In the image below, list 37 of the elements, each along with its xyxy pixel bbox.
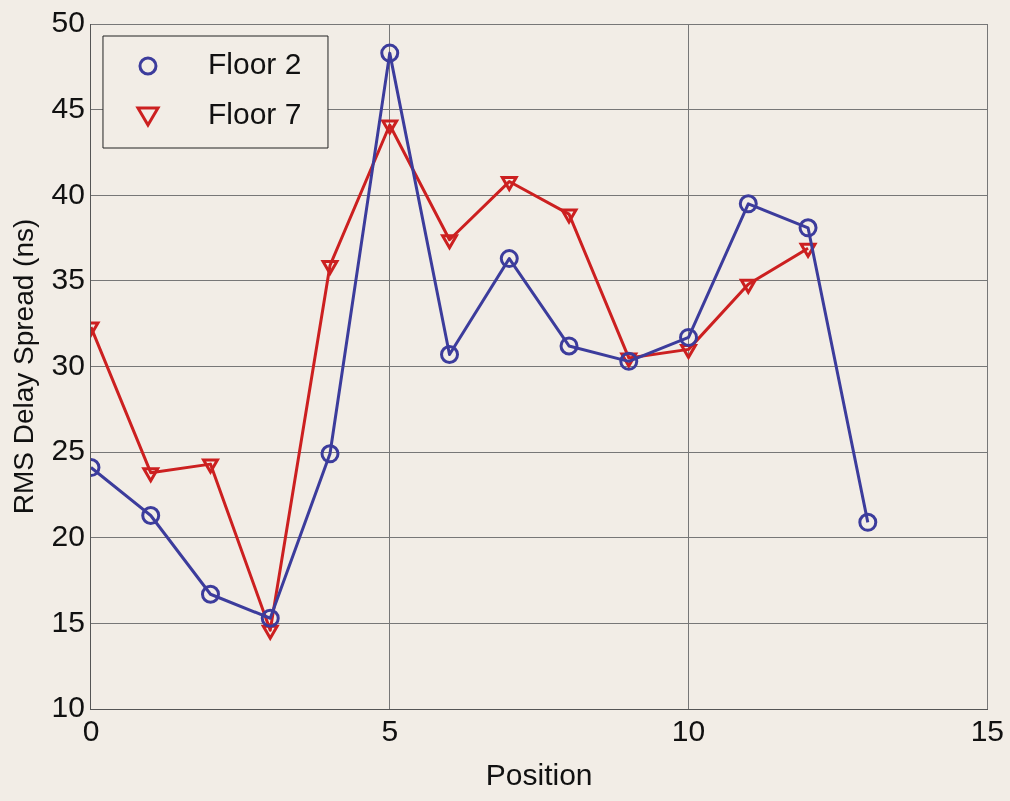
x-axis-title: Position (485, 758, 593, 792)
y-tick-label: 30 (51, 347, 85, 381)
point (559, 336, 579, 356)
y-tick-label: 40 (51, 176, 85, 210)
y-tick-label: 50 (51, 5, 85, 39)
point (858, 512, 878, 532)
point (440, 345, 460, 365)
point (441, 234, 458, 250)
point (560, 208, 578, 224)
y-tick-label: 15 (51, 604, 85, 638)
point (738, 194, 758, 214)
point (141, 505, 161, 525)
point (142, 467, 160, 483)
y-axis-title: RMS Delay Spread (ns) (7, 218, 39, 515)
point (739, 278, 757, 294)
point (679, 327, 699, 347)
y-tick-label: 25 (51, 433, 85, 467)
x-tick-label: 10 (671, 714, 706, 748)
point (200, 584, 220, 604)
point (381, 119, 399, 135)
legend-label: Floor 7 (207, 97, 302, 131)
point (320, 444, 340, 464)
y-tick-label: 20 (51, 519, 85, 553)
legend-label: Floor 2 (207, 47, 302, 81)
point (499, 249, 519, 269)
point (321, 259, 339, 275)
x-tick-label: 5 (381, 714, 399, 748)
point (260, 608, 280, 628)
point (500, 176, 518, 192)
point (798, 218, 818, 238)
y-tick-label: 35 (51, 262, 85, 296)
x-tick-label: 15 (970, 714, 1004, 748)
x-tick-label: 0 (82, 714, 100, 748)
point (380, 43, 400, 63)
point (202, 458, 219, 474)
y-tick-label: 45 (51, 90, 85, 124)
y-tick-label: 10 (51, 690, 85, 724)
